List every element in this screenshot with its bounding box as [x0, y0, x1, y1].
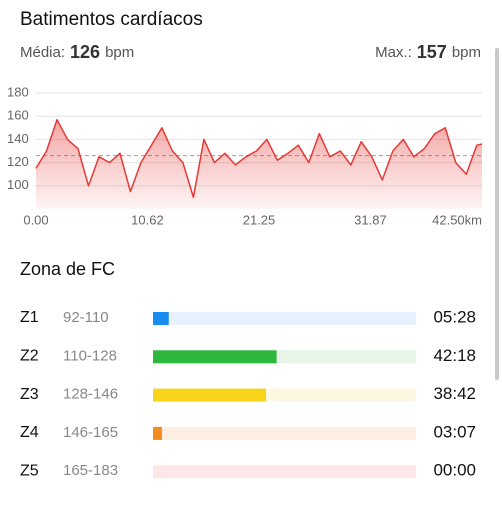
- zone-track: [153, 465, 416, 479]
- zone-track: [153, 312, 416, 325]
- zone-bar: [153, 426, 162, 440]
- zone-range: 110-128: [63, 347, 117, 364]
- x-tick-label: 31.87: [354, 212, 387, 227]
- zone-track: [153, 426, 416, 440]
- area-fill: [36, 119, 482, 209]
- zone-name: Z4: [20, 424, 39, 441]
- avg-label: Média:: [20, 44, 65, 61]
- zone-time: 00:00: [433, 461, 476, 480]
- avg-unit: bpm: [105, 44, 134, 61]
- zone-time: 38:42: [433, 384, 476, 403]
- zone-name: Z3: [20, 386, 39, 403]
- zone-range: 92-110: [63, 309, 109, 326]
- avg-value: 126: [70, 42, 100, 62]
- y-tick-label: 120: [7, 154, 29, 169]
- average: Média: 126 bpm: [20, 42, 134, 62]
- max-label: Max.:: [375, 44, 412, 61]
- x-tick-label: 10.62: [131, 212, 164, 227]
- zone-range: 146-165: [63, 424, 118, 441]
- y-tick-label: 180: [7, 84, 29, 99]
- zone-bar: [153, 388, 267, 402]
- y-tick-label: 100: [7, 177, 29, 192]
- x-tick-label: 21.25: [243, 212, 276, 227]
- x-tick-label: 0.00: [23, 212, 48, 227]
- max-value: 157: [417, 42, 447, 62]
- zone-bar: [153, 350, 277, 364]
- zone-time: 42:18: [433, 346, 476, 365]
- zone-bar: [153, 312, 169, 325]
- zone-name: Z2: [20, 348, 39, 365]
- zone-name: Z5: [20, 462, 39, 479]
- scrollbar: [495, 48, 499, 380]
- zone-time: 03:07: [433, 422, 476, 441]
- heart-rate-line: [35, 118, 483, 199]
- title: Batimentos cardíacos: [20, 9, 203, 30]
- zone-range: 128-146: [63, 386, 118, 403]
- y-tick-label: 160: [7, 108, 29, 123]
- zones-title: Zona de FC: [20, 259, 115, 279]
- zone-time: 05:28: [433, 307, 476, 326]
- maximum: Max.: 157 bpm: [375, 42, 481, 62]
- zone-name: Z1: [20, 309, 39, 326]
- zone-range: 165-183: [63, 462, 118, 479]
- heart-rate-chart: 100 120 140 160 180 0.00 10.62 21.25 31.87 42.50k…: [7, 84, 483, 227]
- zones: Z1 92-110 05:28 Z2 110-128 42:18 Z3 128-146 38:4…: [20, 307, 476, 479]
- max-unit: bpm: [452, 44, 481, 61]
- x-tick-label: 42.50km: [432, 212, 482, 227]
- y-tick-label: 140: [7, 131, 29, 146]
